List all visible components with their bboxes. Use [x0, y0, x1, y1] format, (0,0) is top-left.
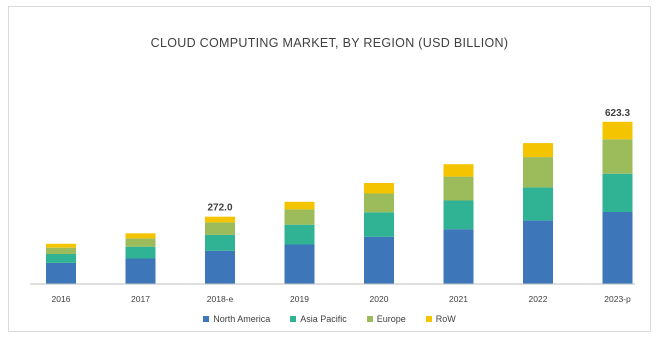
x-tick-label: 2016	[52, 294, 71, 304]
x-tick-labels: 2016 2017 2018-e 2019 2020 2021 2022 2023-p	[52, 294, 631, 304]
bar-north-america-2021	[443, 229, 474, 284]
x-tick-label: 2023-p	[604, 294, 631, 304]
bar-north-america-2023-p	[602, 212, 633, 284]
bar-row-2018-e	[205, 216, 235, 223]
legend: North America Asia Pacific Europe RoW	[0, 314, 659, 324]
bar-row-2019	[284, 201, 315, 210]
legend-swatch	[203, 316, 210, 322]
bar-north-america-2020	[364, 236, 394, 284]
legend-item-north-america: North America	[203, 314, 270, 324]
data-label-2018-e: 272.0	[207, 203, 232, 214]
x-tick-label: 2017	[131, 294, 150, 304]
x-tick-label: 2018-e	[207, 294, 234, 304]
bars-group	[46, 121, 633, 284]
legend-swatch	[366, 316, 373, 322]
chart-title: CLOUD COMPUTING MARKET, BY REGION (USD B…	[150, 36, 509, 50]
x-tick-label: 2019	[290, 294, 309, 304]
bar-europe-2016	[46, 247, 76, 255]
bar-europe-2019	[284, 209, 315, 225]
bar-north-america-2016	[46, 263, 76, 284]
legend-item-asia-pacific: Asia Pacific	[290, 314, 347, 324]
legend-item-europe: Europe	[366, 314, 406, 324]
bar-row-2020	[364, 183, 394, 194]
legend-item-row: RoW	[425, 314, 456, 324]
bar-asia-pacific-2021	[443, 200, 474, 230]
x-tick-label: 2020	[370, 294, 389, 304]
legend-swatch	[425, 316, 432, 322]
bar-north-america-2022	[523, 220, 553, 284]
bar-europe-2022	[523, 157, 553, 188]
bar-europe-2018-e	[205, 222, 235, 235]
bar-europe-2021	[443, 176, 474, 201]
bar-asia-pacific-2019	[284, 224, 315, 245]
bar-north-america-2017	[125, 258, 156, 284]
legend-label: Asia Pacific	[300, 314, 347, 324]
bar-asia-pacific-2018-e	[205, 234, 235, 251]
bar-asia-pacific-2023-p	[602, 173, 633, 212]
data-label-2023-p: 623.3	[605, 108, 630, 119]
bar-row-2017	[125, 233, 156, 239]
bar-north-america-2018-e	[205, 250, 235, 284]
bar-row-2022	[523, 143, 553, 158]
bar-europe-2017	[125, 238, 156, 247]
bar-row-2023-p	[602, 121, 633, 140]
bar-north-america-2019	[284, 244, 315, 284]
x-tick-label: 2021	[449, 294, 468, 304]
bar-asia-pacific-2016	[46, 254, 76, 263]
bar-row-2016	[46, 243, 76, 248]
legend-label: Europe	[376, 314, 406, 324]
bar-asia-pacific-2017	[125, 246, 156, 259]
bar-europe-2023-p	[602, 139, 633, 174]
legend-swatch	[290, 316, 297, 322]
legend-label: RoW	[435, 314, 456, 324]
bar-asia-pacific-2022	[523, 187, 553, 221]
bar-asia-pacific-2020	[364, 212, 394, 237]
bar-europe-2020	[364, 193, 394, 213]
legend-label: North America	[213, 314, 271, 324]
bar-row-2021	[443, 164, 474, 177]
x-tick-label: 2022	[529, 294, 548, 304]
data-labels: 272.0 623.3	[207, 108, 630, 214]
